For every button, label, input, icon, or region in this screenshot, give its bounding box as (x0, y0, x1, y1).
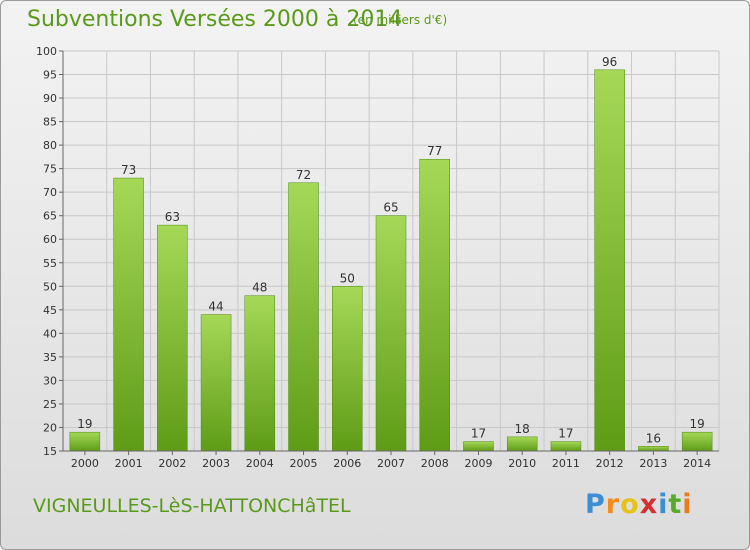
logo-letter: t (668, 489, 683, 520)
y-tick-label: 60 (43, 233, 57, 246)
y-tick-label: 75 (43, 163, 57, 176)
value-label: 73 (121, 163, 136, 177)
x-tick-label: 2003 (202, 457, 230, 470)
chart-title: Subventions Versées 2000 à 2014 (27, 7, 403, 32)
value-label: 72 (296, 168, 311, 182)
value-label: 77 (427, 144, 442, 158)
value-label: 16 (646, 431, 661, 445)
bar-2000 (69, 431, 101, 452)
y-tick-label: 70 (43, 186, 57, 199)
x-tick-label: 2012 (596, 457, 624, 470)
logo-letter: P (585, 489, 606, 520)
y-tick-label: 25 (43, 398, 57, 411)
logo-letter: o (620, 489, 640, 520)
y-tick-label: 40 (43, 327, 57, 340)
x-tick-label: 2001 (115, 457, 143, 470)
bar-2007 (375, 215, 407, 452)
value-label: 18 (515, 422, 530, 436)
y-tick-label: 15 (43, 445, 57, 458)
y-tick-label: 90 (43, 92, 57, 105)
x-tick-label: 2002 (158, 457, 186, 470)
logo-letter: i (658, 489, 669, 520)
bar-2008 (419, 158, 450, 452)
bar-2005 (288, 182, 319, 452)
x-tick-label: 2006 (333, 457, 361, 470)
logo-letter: i (682, 489, 693, 520)
bar-2001 (113, 177, 144, 452)
axes: 15 20 25 30 35 40 45 50 55 60 65 70 75 80 85 90 95 100 200… (36, 45, 719, 470)
value-label: 65 (383, 201, 398, 215)
bar-2006 (332, 286, 363, 452)
x-tick-label: 2009 (464, 457, 492, 470)
y-tick-label: 95 (43, 69, 57, 82)
bar-2002 (157, 224, 188, 452)
bar-2012 (594, 69, 625, 452)
bar-2011 (550, 441, 582, 452)
bar-2010 (506, 436, 538, 452)
x-tick-label: 2008 (421, 457, 449, 470)
proxiti-logo: Proxiti (585, 489, 693, 520)
x-tick-label: 2004 (246, 457, 274, 470)
value-label: 17 (471, 427, 486, 441)
x-tick-label: 2007 (377, 457, 405, 470)
bar-2003 (200, 314, 232, 452)
value-label: 44 (208, 300, 223, 314)
y-tick-label: 35 (43, 351, 57, 364)
y-tick-label: 30 (43, 374, 57, 387)
y-tick-label: 100 (36, 45, 57, 58)
y-tick-label: 65 (43, 210, 57, 223)
y-tick-label: 50 (43, 280, 57, 293)
chart-unit: (en milliers d'€) (353, 13, 448, 27)
value-label: 50 (340, 271, 355, 285)
x-tick-label: 2005 (290, 457, 318, 470)
x-tick-label: 2010 (508, 457, 536, 470)
value-label: 96 (602, 55, 617, 69)
bar-2004 (244, 295, 276, 452)
y-tick-label: 20 (43, 421, 57, 434)
y-tick-label: 45 (43, 304, 57, 317)
value-label: 19 (689, 417, 704, 431)
logo-letter: x (639, 489, 659, 520)
value-label: 48 (252, 281, 267, 295)
y-tick-label: 80 (43, 139, 57, 152)
commune-name: VIGNEULLES-LèS-HATTONCHâTEL (33, 495, 351, 517)
x-tick-label: 2014 (683, 457, 711, 470)
bar-2013 (638, 446, 669, 452)
bar-2009 (463, 441, 494, 452)
bar-2014 (681, 431, 713, 452)
x-tick-label: 2013 (639, 457, 667, 470)
x-tick-label: 2011 (552, 457, 580, 470)
value-label: 17 (558, 427, 573, 441)
bars: 19 73 63 44 48 72 50 65 77 17 18 17 96 16 19 (69, 55, 713, 452)
value-label: 19 (77, 417, 92, 431)
y-tick-label: 85 (43, 116, 57, 129)
value-label: 63 (165, 210, 180, 224)
y-tick-label: 55 (43, 257, 57, 270)
x-tick-label: 2000 (71, 457, 99, 470)
logo-letter: r (605, 489, 621, 520)
